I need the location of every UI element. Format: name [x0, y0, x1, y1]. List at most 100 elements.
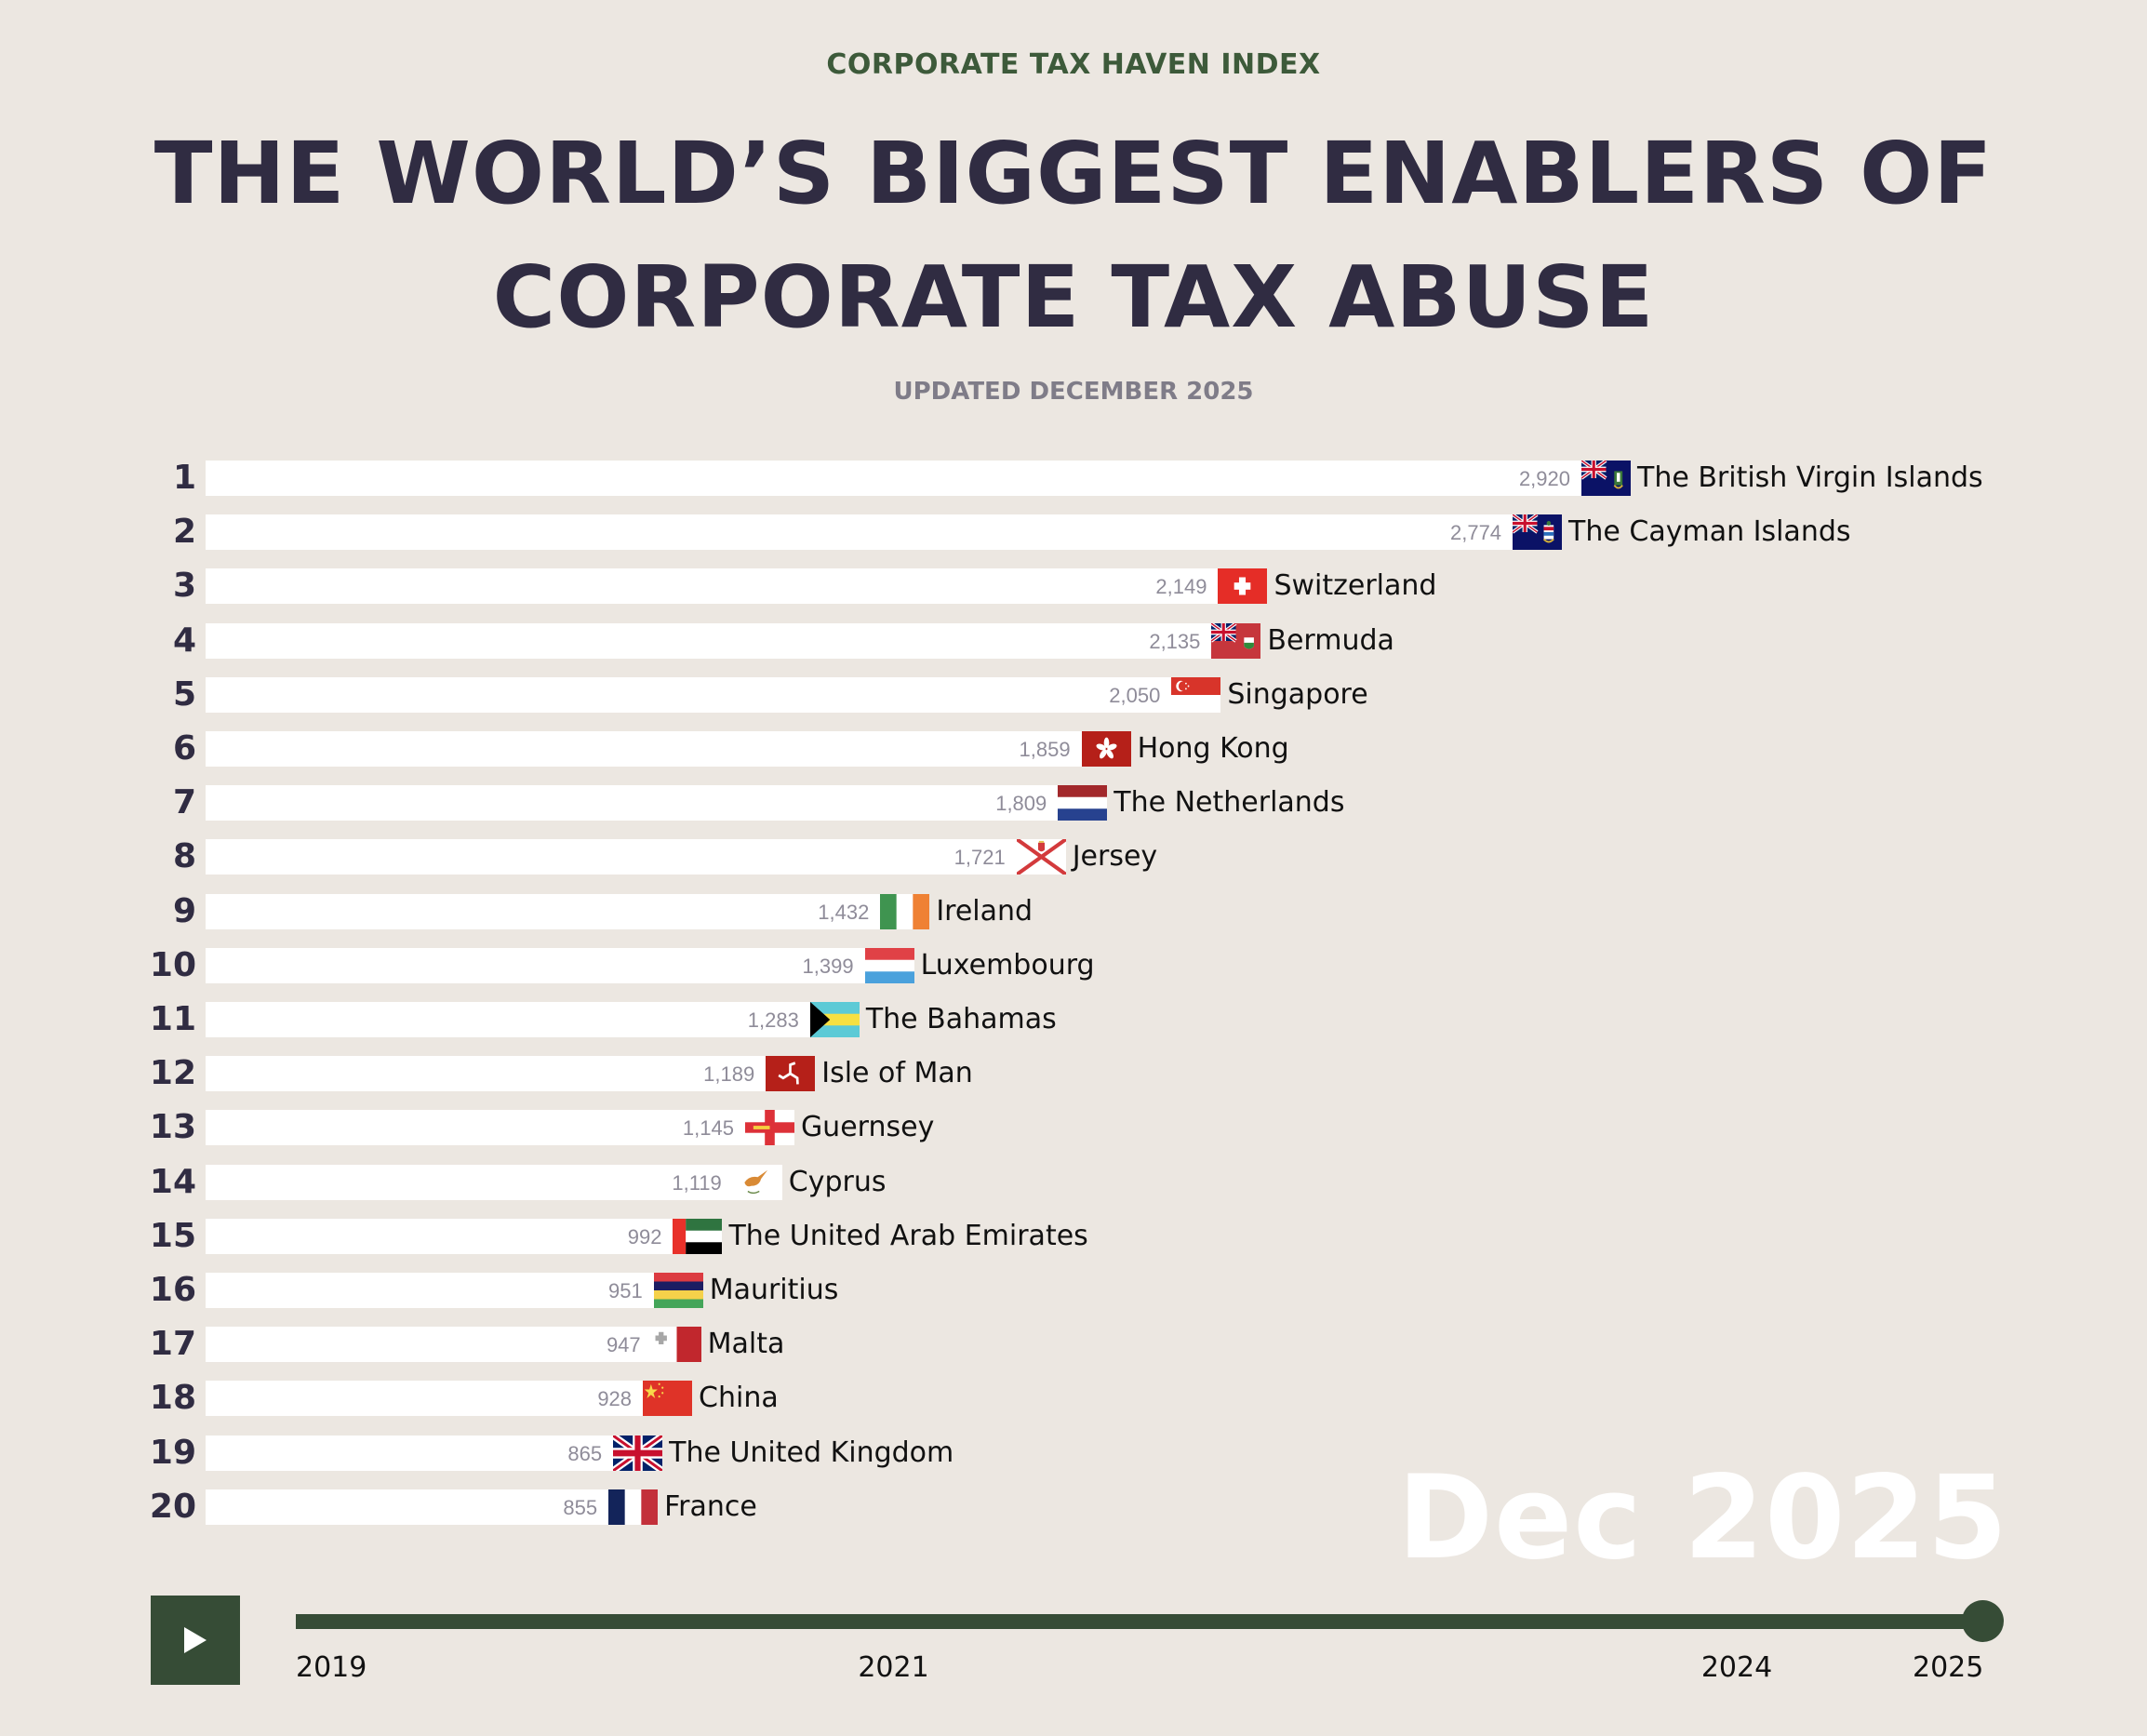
- value-label: 951: [607, 1279, 643, 1302]
- rank-label: 5: [172, 674, 196, 714]
- rank-label: 4: [172, 621, 196, 660]
- value-label: 2,920: [1518, 467, 1570, 490]
- timeline-track[interactable]: [296, 1614, 1982, 1629]
- country-label: The Cayman Islands: [1568, 515, 1851, 549]
- chart-title: THE WORLD’S BIGGEST ENABLERS OF CORPORAT…: [0, 112, 2147, 359]
- flag-ae-icon: [673, 1218, 723, 1254]
- bar: [206, 893, 881, 929]
- country-label: The United Arab Emirates: [728, 1219, 1088, 1252]
- timeline-handle[interactable]: [1962, 1600, 2004, 1642]
- flag-sg-icon: [1171, 676, 1221, 713]
- timeline-tick-label: 2021: [858, 1651, 929, 1684]
- period-watermark: Dec 2025: [1397, 1451, 2008, 1585]
- rank-label: 12: [149, 1054, 196, 1093]
- flag-mu-icon: [653, 1273, 703, 1308]
- title-line-1: THE WORLD’S BIGGEST ENABLERS OF: [153, 124, 1994, 223]
- rank-label: 9: [172, 891, 196, 930]
- rank-label: 16: [149, 1271, 196, 1309]
- flag-nl-icon: [1058, 785, 1108, 821]
- flag-ie-icon: [880, 893, 930, 929]
- value-label: 2,774: [1449, 521, 1502, 545]
- rank-label: 13: [149, 1108, 196, 1147]
- rank-label: 3: [172, 567, 196, 606]
- rank-label: 10: [149, 945, 196, 984]
- flag-hk-icon: [1081, 731, 1131, 767]
- flag-gg-icon: [744, 1110, 794, 1146]
- rank-label: 8: [172, 837, 196, 876]
- country-label: Mauritius: [709, 1274, 839, 1306]
- value-label: 1,145: [682, 1116, 734, 1141]
- timeline-tick-label: 2025: [1913, 1651, 1984, 1684]
- bar: [206, 1110, 745, 1146]
- value-label: 992: [627, 1224, 662, 1249]
- flag-lu-icon: [864, 947, 914, 983]
- bar: [206, 785, 1059, 821]
- value-label: 947: [606, 1333, 641, 1357]
- value-label: 1,399: [802, 954, 854, 978]
- country-label: France: [664, 1489, 757, 1523]
- rank-label: 1: [172, 459, 196, 497]
- rank-label: 14: [149, 1162, 196, 1201]
- flag-gb-icon: [613, 1435, 663, 1471]
- bar: [206, 947, 865, 983]
- country-label: Singapore: [1227, 677, 1368, 711]
- country-label: Isle of Man: [821, 1057, 973, 1090]
- flag-ch-icon: [1218, 568, 1268, 605]
- country-label: Luxembourg: [920, 948, 1095, 982]
- country-label: The Bahamas: [865, 1003, 1057, 1035]
- rank-label: 6: [172, 729, 196, 768]
- bar: [206, 1273, 654, 1308]
- rank-label: 18: [149, 1379, 196, 1418]
- country-label: Malta: [707, 1328, 785, 1361]
- value-label: 855: [563, 1495, 598, 1519]
- flag-je-icon: [1016, 839, 1066, 875]
- rank-label: 17: [149, 1325, 196, 1364]
- country-label: The British Virgin Islands: [1637, 461, 1983, 494]
- value-label: 865: [567, 1441, 603, 1465]
- country-label: Bermuda: [1267, 623, 1394, 657]
- bar: [206, 1435, 614, 1471]
- rank-label: 2: [172, 513, 196, 552]
- bar: [206, 731, 1082, 767]
- value-label: 1,809: [995, 792, 1047, 816]
- play-icon: [184, 1627, 207, 1653]
- rank-label: 7: [172, 783, 196, 822]
- bar: [206, 568, 1219, 605]
- flag-bs-icon: [809, 1002, 860, 1037]
- value-label: 928: [597, 1387, 633, 1411]
- bar: [206, 676, 1172, 713]
- rank-label: 20: [149, 1487, 196, 1526]
- country-label: The United Kingdom: [669, 1436, 954, 1469]
- country-label: The Netherlands: [1114, 786, 1345, 820]
- value-label: 2,149: [1155, 575, 1207, 599]
- flag-mt-icon: [651, 1327, 701, 1363]
- value-label: 1,721: [953, 846, 1006, 870]
- country-label: China: [699, 1382, 779, 1415]
- updated-date: UPDATED DECEMBER 2025: [893, 378, 1254, 406]
- bar: [206, 1218, 673, 1254]
- bar: [206, 622, 1212, 659]
- bar: [206, 1489, 609, 1525]
- value-label: 1,119: [672, 1170, 722, 1195]
- flag-im-icon: [766, 1056, 816, 1092]
- bar: [206, 1002, 810, 1037]
- country-label: Jersey: [1072, 840, 1158, 874]
- flag-cy-icon: [732, 1164, 782, 1200]
- country-label: Switzerland: [1274, 569, 1437, 603]
- timeline-tick-label: 2019: [296, 1651, 367, 1684]
- value-label: 2,135: [1149, 629, 1201, 653]
- bar: [206, 1327, 652, 1363]
- flag-vg-icon: [1581, 461, 1631, 496]
- value-label: 1,432: [818, 900, 870, 924]
- bar: [206, 1164, 733, 1200]
- play-button[interactable]: [151, 1596, 240, 1685]
- bar: [206, 514, 1514, 551]
- country-label: Cyprus: [788, 1165, 887, 1198]
- chart-kicker: CORPORATE TAX HAVEN INDEX: [826, 48, 1321, 81]
- bar: [206, 461, 1581, 496]
- timeline-tick-label: 2024: [1700, 1651, 1773, 1684]
- flag-fr-icon: [608, 1489, 659, 1525]
- country-label: Ireland: [936, 894, 1033, 928]
- value-label: 1,283: [747, 1008, 799, 1032]
